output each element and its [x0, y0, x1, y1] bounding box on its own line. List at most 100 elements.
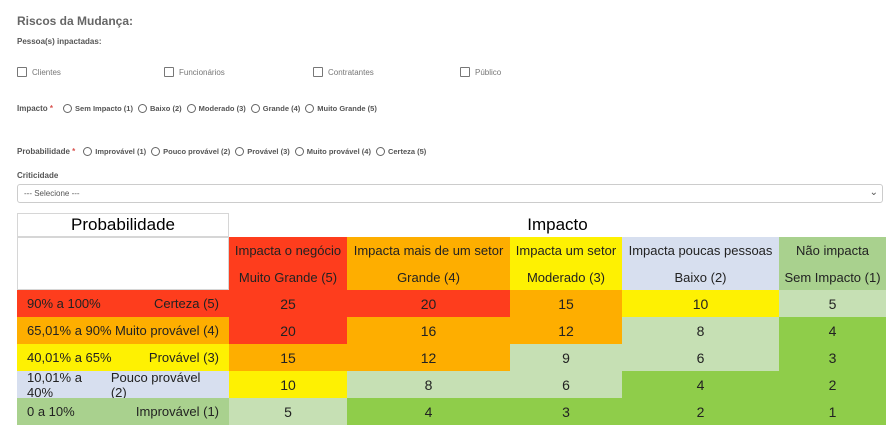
- impact-column-desc: Impacta o negócio: [229, 237, 347, 264]
- impact-option-3[interactable]: Moderado (3): [186, 104, 246, 113]
- risk-score-cell: 25: [229, 290, 347, 317]
- radio-circle[interactable]: [83, 147, 93, 156]
- probability-row-label: 10,01% a 40% Pouco provável (2): [17, 369, 229, 400]
- probability-option-3[interactable]: Provável (3): [235, 147, 290, 156]
- radio-label: Pouco provável (2): [163, 147, 231, 156]
- probability-row-label: 40,01% a 65% Provável (3): [17, 344, 229, 371]
- radio-label: Muito Grande (5): [317, 104, 377, 113]
- probability-level: Certeza (5): [153, 296, 219, 311]
- impact-option-1[interactable]: Sem Impacto (1): [63, 104, 133, 113]
- section-title: Riscos da Mudança:: [17, 14, 134, 28]
- probability-range: 10,01% a 40%: [27, 369, 82, 400]
- radio-circle[interactable]: [250, 104, 260, 113]
- risk-score-cell: 8: [347, 371, 510, 398]
- radio-label: Muito provável (4): [306, 147, 371, 156]
- radio-label: Provável (3): [247, 147, 290, 156]
- risk-score-cell: 12: [510, 317, 622, 344]
- probability-level: Improvável (1): [135, 404, 219, 419]
- impact-column-desc: Impacta poucas pessoas: [622, 237, 779, 264]
- probability-row-label: 65,01% a 90% Muito provável (4): [17, 317, 229, 344]
- checkbox-clientes[interactable]: Clientes: [17, 67, 61, 77]
- risk-score-cell: 16: [347, 317, 510, 344]
- probability-title: Probabilidade: [17, 213, 229, 237]
- probability-range: 0 a 10%: [27, 404, 75, 419]
- risk-score-cell: 3: [510, 398, 622, 425]
- probability-row-label: 90% a 100% Certeza (5): [17, 290, 229, 317]
- risk-score-cell: 15: [229, 344, 347, 371]
- impact-title: Impacto: [229, 213, 886, 237]
- risk-score-cell: 8: [622, 317, 779, 344]
- checkbox-label: Funcionários: [179, 67, 225, 77]
- impact-column-level: Baixo (2): [622, 264, 779, 290]
- probability-radio-group: Probabilidade * Improvável (1) Pouco pro…: [17, 147, 431, 156]
- probability-option-4[interactable]: Muito provável (4): [294, 147, 371, 156]
- probability-label: Probabilidade *: [17, 147, 76, 156]
- risk-score-cell: 3: [779, 344, 886, 371]
- impact-option-5[interactable]: Muito Grande (5): [305, 104, 377, 113]
- probability-range: 65,01% a 90%: [27, 323, 112, 338]
- impact-column-level: Muito Grande (5): [229, 264, 347, 290]
- risk-score-cell: 12: [347, 344, 510, 371]
- radio-label: Certeza (5): [387, 147, 427, 156]
- risk-score-cell: 2: [622, 398, 779, 425]
- radio-circle[interactable]: [63, 104, 73, 113]
- impact-column-level: Grande (4): [347, 264, 510, 290]
- checkbox-label: Contratantes: [328, 67, 374, 77]
- impact-radio-group: Impacto * Sem Impacto (1) Baixo (2) Mode…: [17, 104, 382, 113]
- radio-circle[interactable]: [151, 147, 161, 156]
- criticality-select[interactable]: --- Selecione --- ⌄: [17, 184, 883, 203]
- risk-score-cell: 4: [779, 317, 886, 344]
- radio-circle[interactable]: [137, 104, 147, 113]
- checkbox-box[interactable]: [17, 67, 27, 77]
- risk-score-cell: 6: [510, 371, 622, 398]
- checkbox-label: Clientes: [32, 67, 61, 77]
- radio-circle[interactable]: [235, 147, 245, 156]
- risk-score-cell: 20: [347, 290, 510, 317]
- select-value: --- Selecione ---: [24, 189, 80, 198]
- impact-column-level: Sem Impacto (1): [779, 264, 886, 290]
- risk-score-cell: 5: [779, 290, 886, 317]
- risk-matrix: Probabilidade Impacto Impacta o negócio Mui…: [17, 213, 886, 425]
- chevron-down-icon: ⌄: [869, 187, 878, 198]
- radio-label: Moderado (3): [198, 104, 246, 113]
- radio-circle[interactable]: [305, 104, 315, 113]
- radio-circle[interactable]: [294, 147, 304, 156]
- probability-level: Pouco provável (2): [110, 369, 201, 400]
- blank-header-cell: [17, 237, 229, 290]
- checkbox-label: Público: [475, 67, 502, 77]
- radio-circle[interactable]: [375, 147, 385, 156]
- probability-level: Muito provável (4): [114, 323, 219, 338]
- risk-score-cell: 4: [347, 398, 510, 425]
- checkbox-funcionarios[interactable]: Funcionários: [164, 67, 225, 77]
- radio-label: Grande (4): [262, 104, 301, 113]
- radio-circle[interactable]: [186, 104, 196, 113]
- impact-option-2[interactable]: Baixo (2): [137, 104, 182, 113]
- criticality-label: Criticidade: [17, 171, 59, 180]
- impact-option-4[interactable]: Grande (4): [250, 104, 301, 113]
- risk-score-cell: 5: [229, 398, 347, 425]
- checkbox-box[interactable]: [164, 67, 174, 77]
- probability-option-2[interactable]: Pouco provável (2): [151, 147, 230, 156]
- probability-level: Provável (3): [148, 350, 219, 365]
- probability-range: 40,01% a 65%: [27, 350, 112, 365]
- impact-label: Impacto *: [17, 104, 54, 113]
- checkbox-publico[interactable]: Público: [460, 67, 501, 77]
- impact-column-desc: Impacta mais de um setor: [347, 237, 510, 264]
- probability-range: 90% a 100%: [27, 296, 101, 311]
- radio-label: Baixo (2): [149, 104, 182, 113]
- risk-score-cell: 4: [622, 371, 779, 398]
- checkbox-box[interactable]: [460, 67, 470, 77]
- checkbox-contratantes[interactable]: Contratantes: [313, 67, 374, 77]
- risk-score-cell: 15: [510, 290, 622, 317]
- probability-option-1[interactable]: Improvável (1): [83, 147, 146, 156]
- risk-score-cell: 20: [229, 317, 347, 344]
- checkbox-box[interactable]: [313, 67, 323, 77]
- impacted-people-label: Pessoa(s) inpactadas:: [17, 37, 102, 46]
- radio-label: Improvável (1): [95, 147, 147, 156]
- risk-score-cell: 10: [229, 371, 347, 398]
- probability-option-5[interactable]: Certeza (5): [375, 147, 427, 156]
- impact-column-level: Moderado (3): [510, 264, 622, 290]
- probability-row-label: 0 a 10% Improvável (1): [17, 398, 229, 425]
- risk-score-cell: 6: [622, 344, 779, 371]
- impact-column-desc: Impacta um setor: [510, 237, 622, 264]
